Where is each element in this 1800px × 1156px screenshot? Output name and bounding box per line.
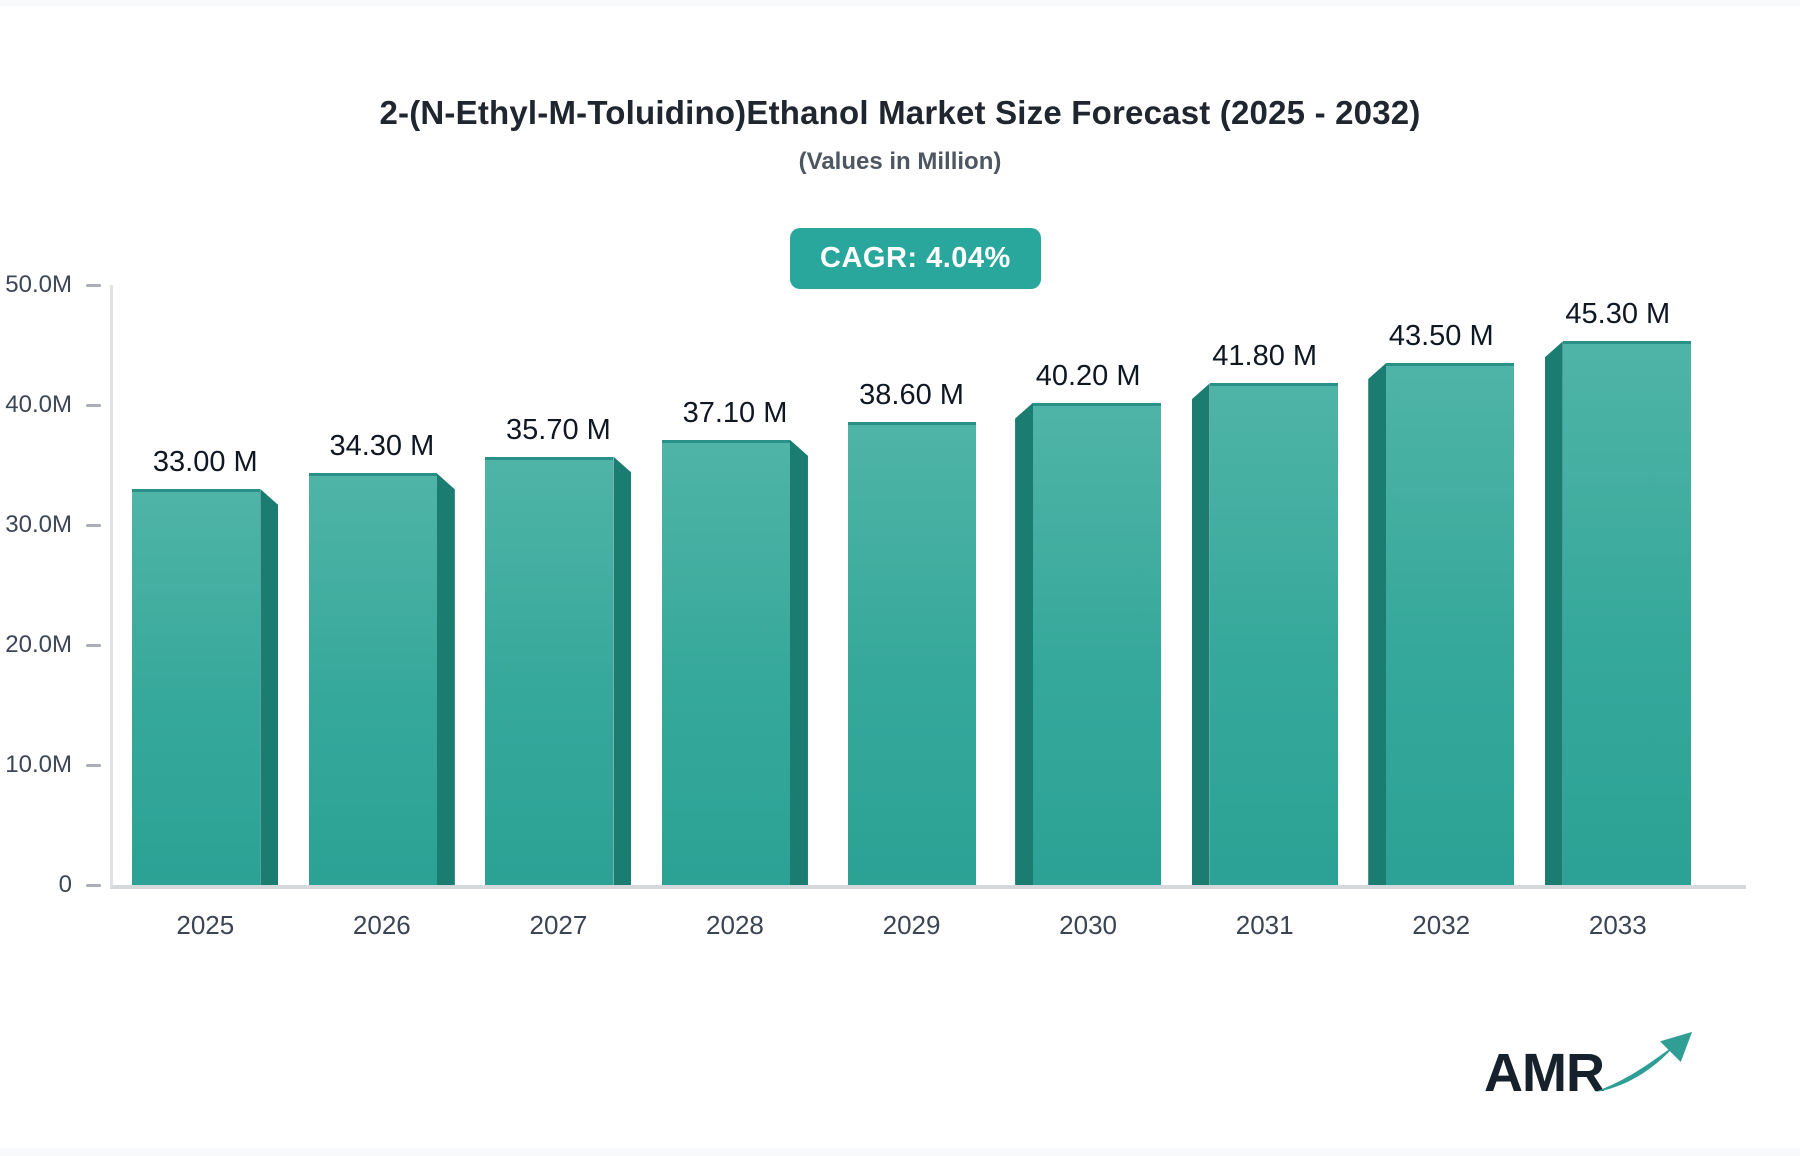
y-axis-tick-40.0M: 40.0M — [5, 391, 101, 419]
bar-2028: 37.10 M — [661, 397, 808, 885]
bar-value-label: 41.80 M — [1212, 340, 1318, 373]
bar-slot-2029: 38.60 M 2029 — [823, 285, 1000, 940]
x-axis-label-2031: 2031 — [1235, 910, 1294, 940]
y-axis-tick-mark — [86, 283, 101, 287]
bar-face — [661, 439, 790, 885]
x-axis-label-2033: 2033 — [1588, 910, 1647, 940]
bar-slot-2032: 43.50 M 2032 — [1353, 285, 1530, 940]
bar-2027: 35.70 M — [485, 414, 632, 885]
bar-3d-side — [613, 456, 632, 885]
y-axis-tick-label: 50.0M — [5, 271, 72, 298]
bar-face — [1562, 341, 1691, 885]
bar-face — [1209, 383, 1338, 885]
bar-3d-side — [789, 439, 808, 885]
bar-3d-side — [1191, 383, 1210, 885]
y-axis-tick-30.0M: 30.0M — [5, 511, 101, 539]
bar-3d-side — [436, 473, 455, 885]
x-axis-label-2032: 2032 — [1412, 910, 1471, 940]
y-axis-tick-mark — [86, 523, 101, 527]
bar-face — [847, 421, 976, 885]
bar-face — [308, 473, 437, 885]
x-axis-label-2025: 2025 — [176, 910, 235, 940]
bar-slot-2033: 45.30 M 2033 — [1530, 285, 1707, 940]
bar-3d-side — [1544, 341, 1563, 885]
bar-3d-side — [1015, 402, 1034, 885]
x-axis-label-2027: 2027 — [529, 910, 588, 940]
page-subtitle: (Values in Million) — [798, 148, 1002, 175]
x-axis-label-2030: 2030 — [1059, 910, 1118, 940]
y-axis-tick-label: 10.0M — [5, 751, 72, 778]
y-axis-tick-label: 30.0M — [5, 511, 72, 538]
bar-value-label: 45.30 M — [1565, 298, 1671, 331]
y-axis-tick-mark — [86, 643, 101, 647]
plot-area: 0 10.0M 20.0M 30.0M 40.0M 50.0M 33.00 M 2025 34.… — [5, 271, 1746, 940]
bar-2031: 41.80 M — [1191, 340, 1338, 885]
bar-face — [1386, 363, 1515, 885]
bars-row: 33.00 M 2025 34.30 M 2026 35.70 M 2027 37.10 M… — [113, 285, 1746, 940]
y-axis-tick-label: 20.0M — [5, 631, 72, 658]
bar-slot-2031: 41.80 M 2031 — [1176, 285, 1353, 940]
bar-value-label: 40.20 M — [1035, 359, 1141, 392]
bar-2025: 33.00 M — [132, 446, 279, 885]
amr-logo-text: AMR — [1484, 1043, 1605, 1103]
page-title: 2-(N-Ethyl-M-Toluidino)Ethanol Market Si… — [379, 94, 1421, 131]
y-axis-tick-label: 40.0M — [5, 391, 72, 418]
bar-face — [485, 456, 614, 885]
chart-card: 2-(N-Ethyl-M-Toluidino)Ethanol Market Si… — [0, 6, 1800, 1148]
bar-2033: 45.30 M — [1544, 298, 1691, 885]
bar-face — [1033, 402, 1162, 885]
amr-logo: AMR — [1484, 1030, 1698, 1100]
y-axis-tick-10.0M: 10.0M — [5, 751, 101, 779]
bar-3d-side — [260, 489, 279, 885]
bar-slot-2030: 40.20 M 2030 — [1000, 285, 1177, 940]
y-axis-tick-mark — [86, 763, 101, 767]
bar-slot-2027: 35.70 M 2027 — [470, 285, 647, 940]
bar-value-label: 34.30 M — [329, 430, 435, 463]
bar-2032: 43.50 M — [1368, 320, 1515, 885]
bar-2026: 34.30 M — [308, 430, 455, 885]
y-axis-tick-20.0M: 20.0M — [5, 631, 101, 659]
y-axis-tick-mark — [86, 403, 101, 407]
bar-3d-side — [1368, 363, 1387, 885]
y-axis-tick-0: 0 — [59, 871, 101, 899]
growth-arrow-icon — [1594, 1031, 1693, 1093]
bar-value-label: 37.10 M — [682, 396, 788, 429]
bar-value-label: 38.60 M — [859, 378, 964, 411]
bar-face — [132, 489, 261, 885]
bar-slot-2025: 33.00 M 2025 — [117, 285, 294, 940]
cagr-badge: CAGR: 4.04% — [790, 228, 1041, 289]
bar-2029: 38.60 M — [847, 379, 976, 885]
bar-slot-2028: 37.10 M 2028 — [647, 285, 824, 940]
x-axis-label-2028: 2028 — [706, 910, 764, 940]
x-axis-label-2029: 2029 — [882, 910, 941, 940]
bar-value-label: 33.00 M — [152, 446, 258, 478]
x-axis-label-2026: 2026 — [352, 910, 411, 940]
bar-2030: 40.20 M — [1015, 360, 1162, 885]
y-axis-tick-50.0M: 50.0M — [5, 271, 101, 299]
y-axis-tick-label: 0 — [58, 871, 72, 898]
bar-value-label: 43.50 M — [1388, 320, 1494, 352]
bar-slot-2026: 34.30 M 2026 — [294, 285, 471, 940]
y-axis-tick-mark — [86, 883, 101, 887]
bar-value-label: 35.70 M — [506, 413, 611, 446]
